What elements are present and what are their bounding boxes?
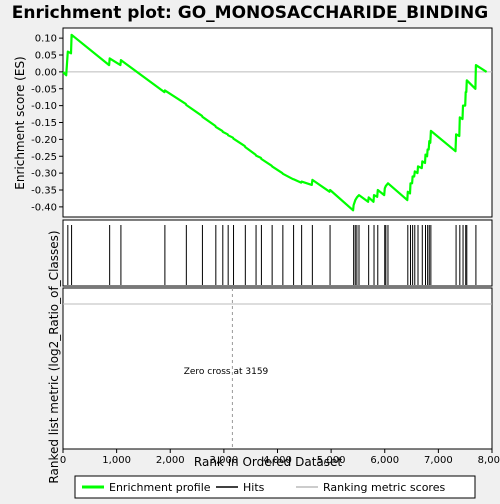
zero-cross-label: Zero cross at 3159 — [184, 367, 269, 377]
metric-panel — [62, 287, 493, 450]
x-tick-label: 4,000 — [263, 455, 292, 466]
y-tick-label: 0.00 — [35, 67, 57, 78]
es-y-axis-label: Enrichment score (ES) — [13, 56, 27, 189]
y-tick-label: -0.30 — [31, 169, 57, 180]
y-tick-label: 0.05 — [35, 51, 57, 62]
x-tick-label: 1,000 — [102, 455, 131, 466]
y-tick-label: -0.05 — [31, 84, 57, 95]
x-tick-label: 0 — [60, 455, 66, 466]
y-tick-label: -0.35 — [31, 186, 57, 197]
y-tick-label: 0.10 — [35, 34, 57, 45]
x-tick-label: 6,000 — [370, 455, 399, 466]
hits-group — [67, 225, 477, 285]
es-series-line — [62, 33, 488, 212]
hits-panel — [62, 219, 493, 287]
x-axis: 0 1,000 2,000 3,000 4,000 5,000 6,000 7,000 8,00… — [60, 449, 500, 466]
x-tick-label: 5,000 — [317, 455, 346, 466]
y-tick-label: -0.25 — [31, 152, 57, 163]
legend-label: Enrichment profile — [109, 481, 211, 494]
x-tick-label: 8,000 — [478, 455, 500, 466]
es-panel — [62, 27, 493, 218]
y-tick-label: -0.10 — [31, 101, 57, 112]
y-tick-label: -0.40 — [31, 202, 57, 213]
es-y-axis: 0.10 0.05 0.00 -0.05 -0.10 -0.15 -0.20 -0.25 -0.… — [31, 34, 63, 213]
legend-items: Enrichment profile Hits Ranking metric sco… — [82, 481, 445, 494]
x-axis-label: Rank in Ordered Dataset — [194, 455, 342, 469]
x-tick-label: 7,000 — [424, 455, 453, 466]
x-tick-label: 2,000 — [156, 455, 185, 466]
legend — [74, 475, 476, 499]
legend-label: Hits — [243, 481, 265, 494]
y-tick-label: -0.20 — [31, 135, 57, 146]
legend-label: Ranking metric scores — [323, 481, 445, 494]
metric-y-axis-label: Ranked list metric (log2_Ratio_of_Classe… — [47, 230, 61, 483]
enrichment-curve — [62, 33, 488, 212]
y-tick-label: -0.15 — [31, 118, 57, 129]
x-tick-label: 3,000 — [210, 455, 239, 466]
chart-title: Enrichment plot: GO_MONOSACCHARIDE_BINDI… — [12, 3, 488, 23]
